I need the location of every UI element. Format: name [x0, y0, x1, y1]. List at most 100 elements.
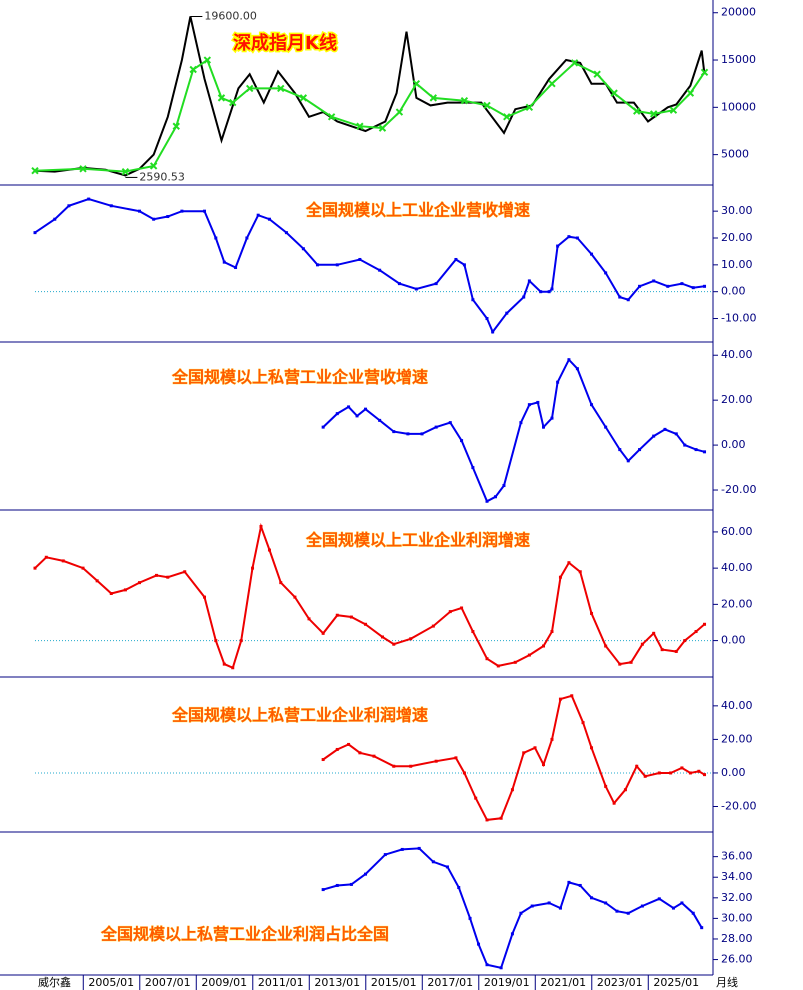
- point: [335, 263, 339, 267]
- point: [703, 450, 707, 454]
- point: [694, 630, 698, 634]
- point: [460, 439, 464, 443]
- source-label: 威尔鑫: [38, 975, 71, 989]
- point: [231, 666, 235, 670]
- point: [454, 756, 458, 760]
- y-tick-label: 30.00: [721, 204, 753, 217]
- point: [378, 418, 382, 422]
- point: [558, 697, 562, 701]
- point: [259, 524, 263, 528]
- point: [203, 56, 212, 64]
- point: [556, 380, 560, 384]
- point: [703, 284, 707, 288]
- point: [138, 581, 142, 585]
- y-tick-label: -10.00: [721, 312, 756, 325]
- y-tick-label: 28.00: [721, 932, 753, 945]
- point: [454, 257, 458, 261]
- point: [485, 963, 489, 967]
- point: [688, 771, 692, 775]
- point: [67, 204, 71, 208]
- point: [222, 662, 226, 666]
- point: [700, 68, 709, 77]
- point: [590, 611, 594, 615]
- point: [33, 566, 37, 570]
- annotation: 19600.00: [204, 10, 257, 23]
- x-tick-label: 2023/01: [597, 976, 643, 989]
- point: [491, 330, 495, 334]
- point: [61, 559, 65, 563]
- point: [81, 566, 85, 570]
- point: [660, 648, 664, 652]
- point: [640, 642, 644, 646]
- point: [53, 217, 57, 221]
- point: [214, 236, 218, 240]
- point: [485, 657, 489, 661]
- y-tick-label: 20.00: [721, 597, 753, 610]
- y-tick-label: 20.00: [721, 393, 753, 406]
- point: [547, 290, 551, 294]
- point: [533, 746, 537, 750]
- x-tick-label: 2015/01: [371, 976, 417, 989]
- point: [550, 630, 554, 634]
- point: [457, 886, 461, 890]
- point: [626, 298, 630, 302]
- point: [522, 295, 526, 299]
- point: [172, 122, 180, 130]
- x-tick-label: 2009/01: [201, 976, 247, 989]
- point: [686, 89, 695, 97]
- point: [604, 644, 608, 648]
- point: [542, 763, 545, 767]
- point: [590, 746, 594, 750]
- point: [483, 101, 491, 110]
- point: [666, 284, 670, 288]
- point: [633, 107, 641, 115]
- point: [691, 286, 695, 290]
- point: [434, 759, 438, 763]
- point: [610, 89, 618, 97]
- point: [590, 252, 594, 256]
- period-label: 月线: [716, 975, 738, 989]
- point: [397, 282, 401, 286]
- y-tick-label: 0.00: [721, 285, 746, 298]
- point: [462, 771, 466, 775]
- y-tick-label: 32.00: [721, 891, 753, 904]
- point: [380, 635, 384, 639]
- x-tick-label: 2011/01: [258, 976, 304, 989]
- y-tick-label: 40.00: [721, 348, 753, 361]
- point: [502, 484, 506, 488]
- point: [356, 122, 364, 130]
- point: [277, 84, 285, 93]
- point: [445, 865, 449, 869]
- point: [355, 414, 359, 418]
- point: [669, 771, 673, 775]
- point: [567, 235, 571, 239]
- point: [301, 247, 305, 251]
- point: [680, 282, 684, 286]
- point: [347, 742, 351, 746]
- point: [267, 548, 271, 552]
- point: [527, 279, 531, 283]
- point: [485, 317, 489, 321]
- point: [327, 113, 336, 121]
- y-tick-label: 40.00: [721, 699, 753, 712]
- point: [629, 660, 633, 664]
- point: [349, 615, 353, 619]
- point: [623, 788, 627, 792]
- point: [618, 295, 622, 299]
- point: [604, 901, 608, 905]
- point: [358, 257, 362, 261]
- point: [638, 448, 642, 452]
- point: [152, 217, 156, 221]
- point: [378, 124, 387, 132]
- point: [652, 631, 656, 635]
- y-tick-label: 0.00: [721, 438, 746, 451]
- point: [567, 358, 571, 362]
- point: [530, 904, 534, 908]
- point: [558, 906, 562, 910]
- point: [510, 932, 514, 936]
- panel-title: 全国规模以上工业企业利润增速: [305, 531, 530, 550]
- point: [364, 872, 368, 876]
- y-tick-label: 26.00: [721, 953, 753, 966]
